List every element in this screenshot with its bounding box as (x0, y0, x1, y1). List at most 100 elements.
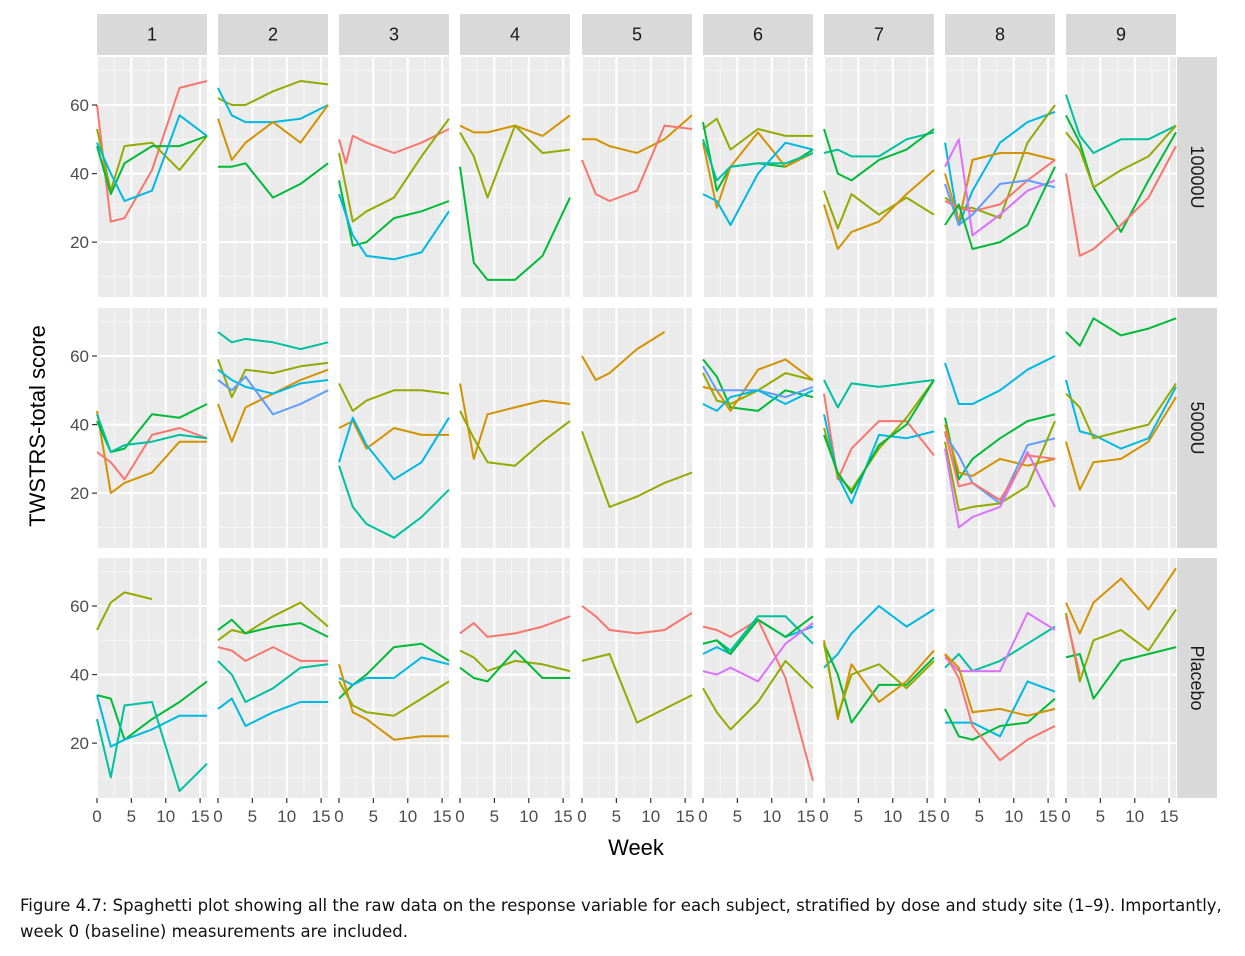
y-tick-label: 20 (70, 484, 89, 503)
panel-background (460, 308, 570, 548)
panel (1065, 57, 1176, 297)
panel-background (703, 558, 813, 798)
x-tick-label: 10 (1125, 807, 1144, 826)
y-tick-label: 40 (70, 416, 89, 435)
subject-line (217, 331, 329, 351)
subject-line (944, 653, 1056, 762)
subject-line (702, 117, 813, 151)
panel-background (1066, 308, 1176, 548)
subject-line (96, 413, 208, 453)
subject-line (944, 625, 1056, 673)
subject-line (702, 622, 814, 683)
x-axis-title: Week (608, 835, 665, 860)
x-tick-label: 10 (883, 807, 902, 826)
y-tick-label: 60 (70, 347, 89, 366)
site-strip-label: 2 (268, 25, 278, 45)
x-tick-label: 5 (1096, 807, 1105, 826)
subject-line (945, 680, 1056, 738)
panel (702, 558, 813, 798)
subject-line (702, 659, 814, 731)
subject-line (459, 166, 571, 281)
site-strip-label: 9 (1116, 25, 1126, 45)
subject-line (338, 118, 450, 223)
y-tick-label: 20 (70, 233, 89, 252)
x-tick-label: 5 (975, 807, 984, 826)
panel (823, 308, 934, 548)
panel-background (339, 57, 449, 297)
x-tick-label: 5 (854, 807, 863, 826)
subject-line (944, 653, 1056, 717)
subject-line (96, 410, 207, 495)
panel-background (218, 57, 328, 297)
panel-background (218, 558, 328, 798)
site-strip (703, 14, 813, 55)
panel (823, 57, 934, 297)
subject-line (217, 87, 329, 124)
x-tick-label: 10 (519, 807, 538, 826)
subject-line (702, 138, 814, 182)
subject-line (1065, 382, 1177, 440)
subject-line (944, 413, 1056, 481)
site-strip-label: 7 (874, 25, 884, 45)
site-strip-label: 8 (995, 25, 1005, 45)
subject-line (217, 646, 328, 662)
subject-line (823, 128, 935, 182)
panel-background (460, 57, 570, 297)
y-tick-label: 40 (70, 165, 89, 184)
y-tick-label: 60 (70, 597, 89, 616)
subject-line (338, 128, 450, 165)
subject-line (96, 680, 208, 741)
site-strip (218, 14, 328, 55)
subject-line (217, 368, 329, 443)
subject-line (217, 375, 329, 416)
x-tick-label: 0 (1061, 807, 1070, 826)
subject-line (1065, 114, 1177, 233)
panel (944, 308, 1055, 548)
x-tick-label: 5 (733, 807, 742, 826)
panel-background (824, 308, 934, 548)
panel (217, 57, 328, 297)
subject-line (1065, 396, 1177, 491)
panel (459, 57, 570, 297)
panel (217, 558, 328, 798)
x-tick-label: 15 (312, 807, 331, 826)
site-strip-label: 5 (632, 25, 642, 45)
panel (459, 308, 570, 548)
x-tick-label: 0 (92, 807, 101, 826)
subject-line (702, 372, 814, 405)
site-strip (460, 14, 570, 55)
site-strips: 1 2 3 4 5 6 7 8 9 (97, 14, 1176, 55)
panel-background (824, 57, 934, 297)
site-strip-label: 4 (510, 25, 520, 45)
treatment-strip-label: Placebo (1187, 645, 1207, 710)
subject-line (338, 382, 450, 412)
subject-line (823, 169, 935, 250)
site-strip (824, 14, 934, 55)
x-tick-label: 15 (797, 807, 816, 826)
panel (1065, 308, 1176, 548)
panel-background (582, 308, 692, 548)
site-strip-label: 3 (389, 25, 399, 45)
subject-line (217, 660, 329, 703)
subject-line (702, 618, 814, 782)
subject-line (944, 138, 1056, 237)
subject-line (702, 615, 814, 655)
subject-line (338, 193, 450, 261)
subject-line (944, 434, 1056, 505)
subject-line (944, 448, 1056, 529)
treatment-strip-label: 10000U (1187, 145, 1207, 208)
y-axis-title: TWSTRS-total score (25, 325, 50, 527)
panel-background (1066, 57, 1176, 297)
panel (581, 308, 692, 548)
panel (702, 308, 813, 548)
subject-line (217, 368, 329, 395)
panel-background (582, 57, 692, 297)
panel-background (703, 308, 813, 548)
subject-line (459, 410, 571, 467)
subject-line (581, 605, 693, 635)
x-tick-label: 10 (762, 807, 781, 826)
subject-line (459, 649, 570, 683)
panel-background (582, 558, 692, 798)
subject-line (217, 601, 329, 642)
